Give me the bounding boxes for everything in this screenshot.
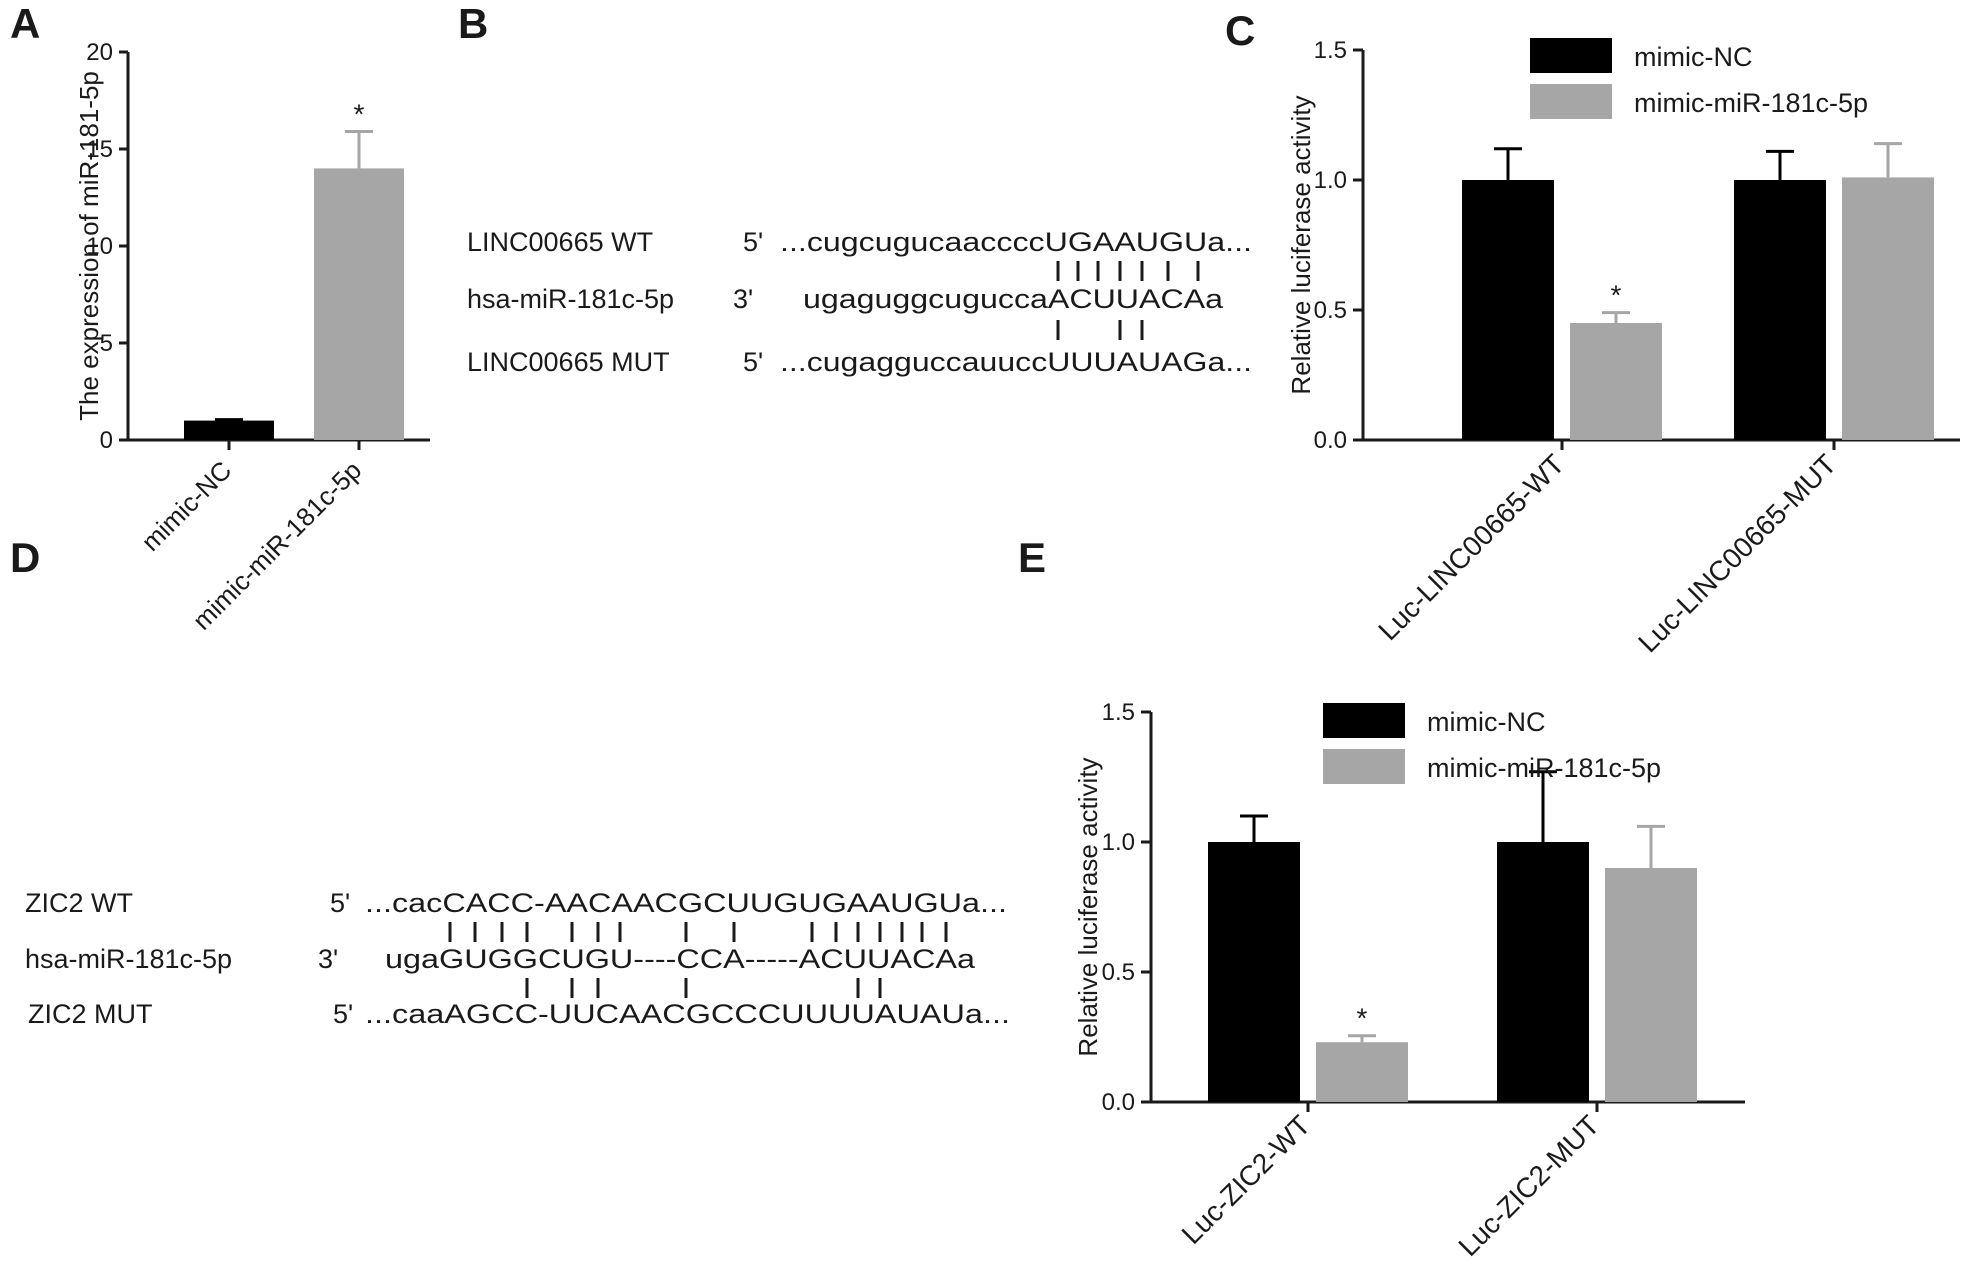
legend-label: mimic-miR-181c-5p: [1427, 753, 1661, 783]
x-tick-label: Luc-LINC00665-WT: [1372, 448, 1570, 646]
legend-swatch: [1323, 749, 1405, 784]
alignment-d-row-2-seq: ugaGUGGCUGU----CCA-----ACUUACAa: [385, 944, 976, 974]
y-axis-label: Relative luciferase activity: [1286, 95, 1316, 394]
chart-a: 0 5 10 15 20 The expression of miR-181-5p * mim…: [74, 39, 430, 636]
bar: [314, 168, 404, 440]
alignment-b-row-3-end: 5': [743, 347, 763, 377]
alignment-d: ZIC2 WT 5' ...cacCACC-AACAACGCUUGUGAAUGU…: [25, 888, 1010, 1029]
y-tick-label: 10: [86, 233, 113, 260]
y-tick-label: 5: [100, 330, 113, 357]
alignment-d-row-3-label: ZIC2 MUT: [28, 999, 153, 1029]
significance-marker: *: [1357, 1003, 1368, 1034]
significance-marker: *: [354, 99, 365, 130]
x-tick-label: Luc-ZIC2-WT: [1176, 1109, 1317, 1250]
alignment-b-row-1-label: LINC00665 WT: [467, 227, 653, 257]
y-tick-label: 1.0: [1314, 167, 1347, 194]
y-tick-label: 1.0: [1102, 829, 1135, 856]
y-axis-label: The expression of miR-181-5p: [74, 71, 104, 421]
bar: [1734, 180, 1826, 440]
alignment-d-row-1-end: 5': [330, 888, 350, 918]
panel-label-e: E: [1018, 534, 1046, 581]
alignment-b-row-2-seq: ugaguggcuguccaACUUACAa: [803, 284, 1224, 314]
y-tick-label: 0.5: [1102, 959, 1135, 986]
bar: [1842, 177, 1934, 440]
alignment-b-row-3-seq: ...cugagguccauuccUUUAUAGa...: [780, 347, 1252, 377]
alignment-b-row-1-seq: ...cugcugucaaccccUGAAUGUa...: [780, 227, 1252, 257]
panel-label-c: C: [1225, 7, 1255, 54]
alignment-d-row-3-end: 5': [333, 999, 353, 1029]
y-axis-label: Relative luciferase activity: [1073, 757, 1103, 1056]
y-tick-label: 15: [86, 136, 113, 163]
legend-label: mimic-NC: [1634, 42, 1752, 72]
legend-swatch: [1323, 703, 1405, 738]
alignment-b-row-1-end: 5': [743, 227, 763, 257]
bar: [1462, 180, 1554, 440]
y-tick-label: 20: [86, 39, 113, 66]
bar: [1316, 1042, 1408, 1102]
y-tick-label: 0.0: [1102, 1089, 1135, 1116]
panel-label-b: B: [458, 0, 488, 47]
alignment-d-row-2-end: 3': [318, 944, 338, 974]
alignment-d-row-3-seq: ...caaAGCC-UUCAACGCCCUUUUAUAUa...: [365, 999, 1010, 1029]
bar: [1208, 842, 1300, 1102]
alignment-b-row-2-end: 3': [733, 284, 753, 314]
alignment-b-pair-lines: [1056, 261, 1200, 340]
panel-label-d: D: [10, 534, 40, 581]
alignment-b-row-2-label: hsa-miR-181c-5p: [467, 284, 674, 314]
y-tick-label: 1.5: [1102, 699, 1135, 726]
alignment-d-row-1-label: ZIC2 WT: [25, 888, 133, 918]
chart-c: 0.0 0.5 1.0 1.5 Relative luciferase activity…: [1286, 37, 1960, 658]
alignment-d-row-1-seq: ...cacCACC-AACAACGCUUGUGAAUGUa...: [365, 888, 1007, 918]
x-tick-label: mimic-NC: [135, 455, 237, 557]
chart-e: 0.0 0.5 1.0 1.5 Relative luciferase activity…: [1073, 699, 1745, 1262]
legend-swatch: [1530, 84, 1612, 119]
bar: [1605, 868, 1697, 1102]
y-tick-label: 0.0: [1314, 427, 1347, 454]
alignment-d-row-2-label: hsa-miR-181c-5p: [25, 944, 232, 974]
legend-label: mimic-NC: [1427, 707, 1545, 737]
bar: [1497, 842, 1589, 1102]
alignment-b-row-3-label: LINC00665 MUT: [467, 347, 670, 377]
y-tick-label: 1.5: [1314, 37, 1347, 64]
y-tick-label: 0.5: [1314, 297, 1347, 324]
legend-swatch: [1530, 38, 1612, 73]
x-tick-label: Luc-ZIC2-MUT: [1452, 1109, 1605, 1262]
y-tick-label: 0: [100, 427, 113, 454]
legend-label: mimic-miR-181c-5p: [1634, 88, 1868, 118]
bar: [1570, 323, 1662, 440]
x-tick-label: Luc-LINC00665-MUT: [1632, 448, 1842, 658]
alignment-b: LINC00665 WT 5' ...cugcugucaaccccUGAAUGU…: [467, 227, 1252, 377]
significance-marker: *: [1611, 280, 1622, 311]
panel-label-a: A: [10, 0, 40, 47]
alignment-d-pair-lines: [448, 922, 948, 998]
bar: [184, 420, 274, 440]
